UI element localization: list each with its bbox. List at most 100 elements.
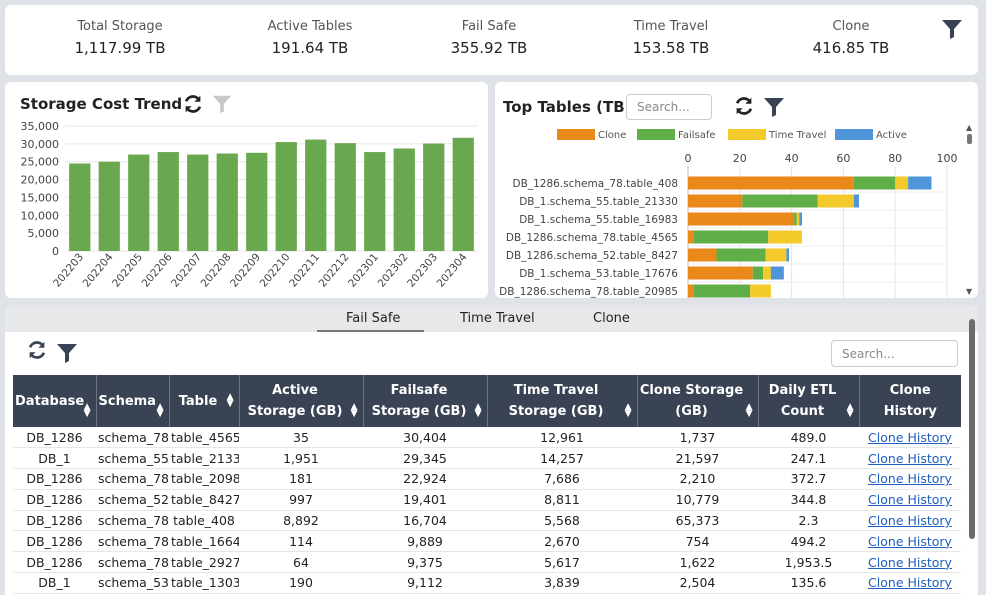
bar-segment[interactable] <box>763 266 771 280</box>
table-cell: 997 <box>239 489 363 511</box>
filter-icon[interactable] <box>211 93 233 115</box>
column-header-daily-etl-count[interactable]: Daily ETL Count ▲ ▼ <box>758 375 860 427</box>
column-header-database[interactable]: Database ▲ ▼ <box>13 375 97 427</box>
bar[interactable] <box>246 152 268 251</box>
table-row[interactable]: DB_1286schema_78table_2098518122,9247,68… <box>13 468 961 490</box>
legend-swatch <box>728 129 766 140</box>
bar[interactable] <box>216 153 238 252</box>
bar-segment[interactable] <box>752 266 764 280</box>
bar-segment[interactable] <box>688 284 694 298</box>
table-cell: table_29271 <box>169 551 239 574</box>
bar[interactable] <box>305 139 327 251</box>
bar-segment[interactable] <box>742 194 818 208</box>
refresh-icon[interactable] <box>733 95 755 117</box>
sort-icon[interactable]: ▲ ▼ <box>846 402 854 420</box>
bar-segment[interactable] <box>853 176 896 190</box>
column-header-time-travel-storage[interactable]: Time Travel Storage (GB) ▲ ▼ <box>487 375 638 427</box>
table-row[interactable]: DB_1286schema_78table_166491149,8892,670… <box>13 530 961 553</box>
table-cell: table_8427 <box>169 489 239 511</box>
sort-icon[interactable]: ▲ ▼ <box>156 402 164 420</box>
column-header-clone-storage[interactable]: Clone Storage (GB) ▲ ▼ <box>637 375 759 427</box>
clone-history-link[interactable]: Clone History <box>868 554 952 570</box>
clone-history-link[interactable]: Clone History <box>868 492 952 508</box>
bar-segment[interactable] <box>794 212 797 226</box>
bar[interactable] <box>187 154 209 251</box>
bar-segment[interactable] <box>688 266 753 280</box>
bar[interactable] <box>364 152 386 251</box>
bar-segment[interactable] <box>817 194 854 208</box>
bar-segment[interactable] <box>693 230 769 244</box>
sort-icon[interactable]: ▲ ▼ <box>474 402 482 420</box>
clone-history-link[interactable]: Clone History <box>868 575 952 591</box>
bar-segment[interactable] <box>688 230 694 244</box>
clone-history-link[interactable]: Clone History <box>868 513 952 529</box>
bar-segment[interactable] <box>853 194 859 208</box>
column-header-active-storage[interactable]: Active Storage (GB) ▲ ▼ <box>239 375 364 427</box>
table-row[interactable]: DB_1schema_55table_213301,95129,34514,25… <box>13 447 961 470</box>
scroll-up-arrow-icon[interactable]: ▲ <box>966 123 973 132</box>
tab-time-travel[interactable]: Time Travel <box>460 311 535 326</box>
sort-icon[interactable]: ▲ ▼ <box>83 402 91 420</box>
table-cell: 5,568 <box>487 510 637 532</box>
table-row[interactable]: DB_1286 schema_52 table_8427 997 19,401 8,811… <box>13 489 961 511</box>
filter-icon[interactable] <box>55 341 79 365</box>
bar-segment[interactable] <box>770 266 784 280</box>
bar[interactable] <box>157 152 179 251</box>
table-scrollbar[interactable] <box>969 319 975 539</box>
table-cell: Clone History <box>859 572 961 594</box>
bar-segment[interactable] <box>768 230 802 244</box>
table-search-input[interactable] <box>831 340 958 367</box>
table-row[interactable]: DB_1286 schema_78 table_4565 35 30,404 12,961… <box>13 427 961 449</box>
table-row[interactable]: DB_1286schema_78table_29271649,3755,6171… <box>13 551 961 574</box>
column-header-table[interactable]: Table ▲ ▼ <box>169 375 240 427</box>
bar[interactable] <box>98 161 120 251</box>
clone-history-link[interactable]: Clone History <box>868 471 952 487</box>
sort-icon[interactable]: ▲ ▼ <box>226 392 234 409</box>
column-header-schema[interactable]: Schema ▲ ▼ <box>96 375 170 427</box>
table-row[interactable]: DB_1schema_53table_130381909,1123,8392,5… <box>13 572 961 594</box>
filter-icon[interactable] <box>940 17 964 41</box>
bar-segment[interactable] <box>750 284 771 298</box>
legend-label: Time Travel <box>768 130 826 141</box>
table-cell: 9,889 <box>363 530 487 553</box>
bar-segment[interactable] <box>895 176 909 190</box>
bar[interactable] <box>393 148 415 252</box>
sort-icon[interactable]: ▲ ▼ <box>745 402 753 420</box>
column-header-clone-history[interactable]: Clone History <box>859 375 961 427</box>
table-row[interactable]: DB_1286 schema_78 table_408 8,892 16,704 5,56… <box>13 510 961 532</box>
bar-segment[interactable] <box>688 194 743 208</box>
bar[interactable] <box>334 143 356 251</box>
bar[interactable] <box>423 143 445 252</box>
scroll-down-arrow-icon[interactable]: ▼ <box>966 287 973 296</box>
sort-icon[interactable]: ▲ ▼ <box>624 402 632 420</box>
top-tables-search-input[interactable] <box>626 94 712 120</box>
refresh-icon[interactable] <box>26 339 48 361</box>
bar[interactable] <box>69 163 91 252</box>
chart-scrollbar[interactable]: ▲ ▼ <box>966 124 972 296</box>
bar-segment[interactable] <box>799 212 802 226</box>
bar-segment[interactable] <box>693 284 751 298</box>
sort-icon[interactable]: ▲ ▼ <box>350 402 358 420</box>
bar[interactable] <box>275 142 297 251</box>
column-header-failsafe-storage[interactable]: Failsafe Storage (GB) ▲ ▼ <box>363 375 488 427</box>
filter-icon[interactable] <box>762 95 786 119</box>
scroll-thumb[interactable] <box>967 134 972 144</box>
bar-segment[interactable] <box>786 248 790 262</box>
bar-segment[interactable] <box>908 176 932 190</box>
clone-history-link[interactable]: Clone History <box>868 450 952 466</box>
bar-segment[interactable] <box>716 248 766 262</box>
clone-history-link[interactable]: Clone History <box>868 533 952 549</box>
bar[interactable] <box>452 137 474 251</box>
table-cell: 190 <box>239 572 363 594</box>
bar-segment[interactable] <box>688 212 795 226</box>
tab-fail-safe[interactable]: Fail Safe <box>346 311 401 326</box>
bar-segment[interactable] <box>688 176 854 190</box>
bar-segment[interactable] <box>688 248 717 262</box>
tab-clone[interactable]: Clone <box>593 311 630 326</box>
bar-segment[interactable] <box>765 248 787 262</box>
refresh-icon[interactable] <box>182 93 204 115</box>
y-tick-label: DB_1286.schema_52.table_8427 <box>506 250 678 262</box>
bar[interactable] <box>128 154 150 251</box>
clone-history-link[interactable]: Clone History <box>868 429 952 445</box>
bar-segment[interactable] <box>796 212 800 226</box>
